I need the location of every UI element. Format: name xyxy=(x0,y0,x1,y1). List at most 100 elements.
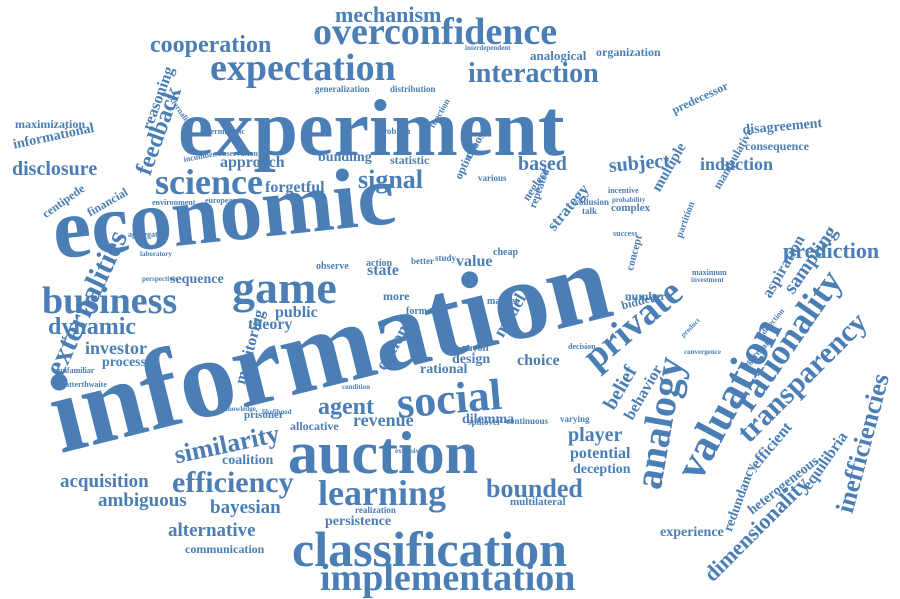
word-efficiency: efficiency xyxy=(172,466,294,500)
word-probability: probability xyxy=(612,196,646,205)
word-allocative: allocative xyxy=(290,419,339,434)
word-deception: deception xyxy=(573,461,631,477)
word-likelihood: likelihood xyxy=(262,408,292,417)
word-multilateral: multilateral xyxy=(510,495,566,508)
word-processes: processes xyxy=(102,354,158,370)
word-collusion: collusion xyxy=(575,196,610,207)
word-agent: agent xyxy=(318,394,374,421)
word-cooperation: cooperation xyxy=(150,32,272,59)
word-decision: decision xyxy=(568,342,596,352)
word-incentive: incentive xyxy=(608,186,639,196)
word-rational: rational xyxy=(420,361,468,377)
word-classification: classification xyxy=(292,521,567,577)
word-revenue: revenue xyxy=(353,410,414,431)
word-value: value xyxy=(456,252,493,270)
word-consequence: consequence xyxy=(745,139,809,154)
word-dilemma: dilemma xyxy=(462,411,515,427)
word-realization: realization xyxy=(355,504,396,515)
word-prediction: prediction xyxy=(783,237,880,263)
word-talk: talk xyxy=(582,205,598,216)
word-european: european xyxy=(205,196,237,206)
word-design: design xyxy=(452,351,491,367)
word-organization: organization xyxy=(596,45,661,60)
word-game: game xyxy=(232,262,337,314)
word-interdependent: interdependent xyxy=(465,44,511,53)
word-ambiguous: ambiguous xyxy=(98,490,187,512)
word-condition: condition xyxy=(342,383,371,392)
word-coalition: coalition xyxy=(222,452,274,468)
word-prisoner: prisoner xyxy=(244,408,284,421)
word-deterministic: deterministic xyxy=(200,127,245,137)
word-concept: concept xyxy=(624,233,645,272)
word-success: success xyxy=(613,229,638,239)
word-theory: theory xyxy=(248,315,293,333)
word-better: better xyxy=(411,255,434,266)
word-forgetful: forgetful xyxy=(265,178,325,196)
word-generalization: generalization xyxy=(315,83,370,94)
word-environment: environment xyxy=(152,198,196,208)
word-science: science xyxy=(155,162,263,203)
word-player: player xyxy=(568,423,623,446)
word-continuous: continuous xyxy=(506,415,549,426)
word-action: action xyxy=(366,257,393,269)
word-product: product xyxy=(679,316,702,340)
word-various: various xyxy=(478,172,507,183)
word-mechanism: mechanism xyxy=(335,1,442,27)
word-observation: observation xyxy=(218,149,258,159)
word-convergence: convergence xyxy=(684,348,721,357)
word-laboratory: laboratory xyxy=(140,250,172,259)
word-alternative: alternative xyxy=(168,520,256,542)
word-investment: investment xyxy=(691,276,724,285)
word-induction: induction xyxy=(700,154,774,175)
word-approach: approach xyxy=(220,153,285,171)
word-bounded: bounded xyxy=(486,473,583,503)
word-form: form xyxy=(406,305,428,317)
word-experiment: experiment xyxy=(178,85,565,174)
word-analogical: analogical xyxy=(530,48,587,64)
word-satterthwaite: satterthwaite xyxy=(62,380,107,390)
word-learning: learning xyxy=(318,473,447,514)
word-extensive: extensive xyxy=(395,447,423,456)
word-dynamic: dynamic xyxy=(48,314,137,341)
word-maximum: maximum xyxy=(692,268,727,278)
word-cheap: cheap xyxy=(493,246,518,258)
word-predecessor: predecessor xyxy=(669,78,731,117)
word-unfamiliar: unfamiliar xyxy=(58,366,95,376)
word-knowledge: knowledge xyxy=(224,405,256,414)
word-problem: problem xyxy=(378,125,411,136)
word-spillover: spillover xyxy=(468,416,501,427)
word-acquisition: acquisition xyxy=(60,471,149,493)
word-overconfidence: overconfidence xyxy=(313,10,558,53)
word-payoff: payoff xyxy=(462,342,490,354)
word-state: state xyxy=(367,261,399,279)
word-aggregation: aggregation xyxy=(128,230,169,240)
word-number: number xyxy=(625,289,666,304)
word-implementation: implementation xyxy=(320,556,576,599)
word-choice: choice xyxy=(517,351,560,369)
word-bayesian: bayesian xyxy=(210,497,281,519)
word-market: market xyxy=(487,295,519,307)
word-perspective: perspective xyxy=(142,275,176,284)
word-expectation: expectation xyxy=(210,46,396,89)
word-varying: varying xyxy=(560,413,590,424)
word-disclosure: disclosure xyxy=(12,157,98,180)
word-communication: communication xyxy=(185,542,265,557)
word-complex: complex xyxy=(611,201,651,214)
word-maximization: maximization xyxy=(15,117,85,132)
word-study: study xyxy=(435,252,457,263)
word-business: business xyxy=(42,279,178,322)
word-more: more xyxy=(383,289,410,304)
word-auction: auction xyxy=(288,419,479,486)
word-persistence: persistence xyxy=(325,513,392,529)
word-based: based xyxy=(518,152,567,175)
word-sequence: sequence xyxy=(170,271,224,287)
word-investor: investor xyxy=(85,338,147,359)
word-partition: partition xyxy=(674,199,698,240)
word-interaction: interaction xyxy=(468,58,599,90)
word-statistic: statistic xyxy=(390,153,430,168)
word-bundling: bundling xyxy=(318,149,372,165)
word-observe: observe xyxy=(316,260,349,272)
word-public: public xyxy=(275,303,318,321)
word-signal: signal xyxy=(358,164,424,194)
